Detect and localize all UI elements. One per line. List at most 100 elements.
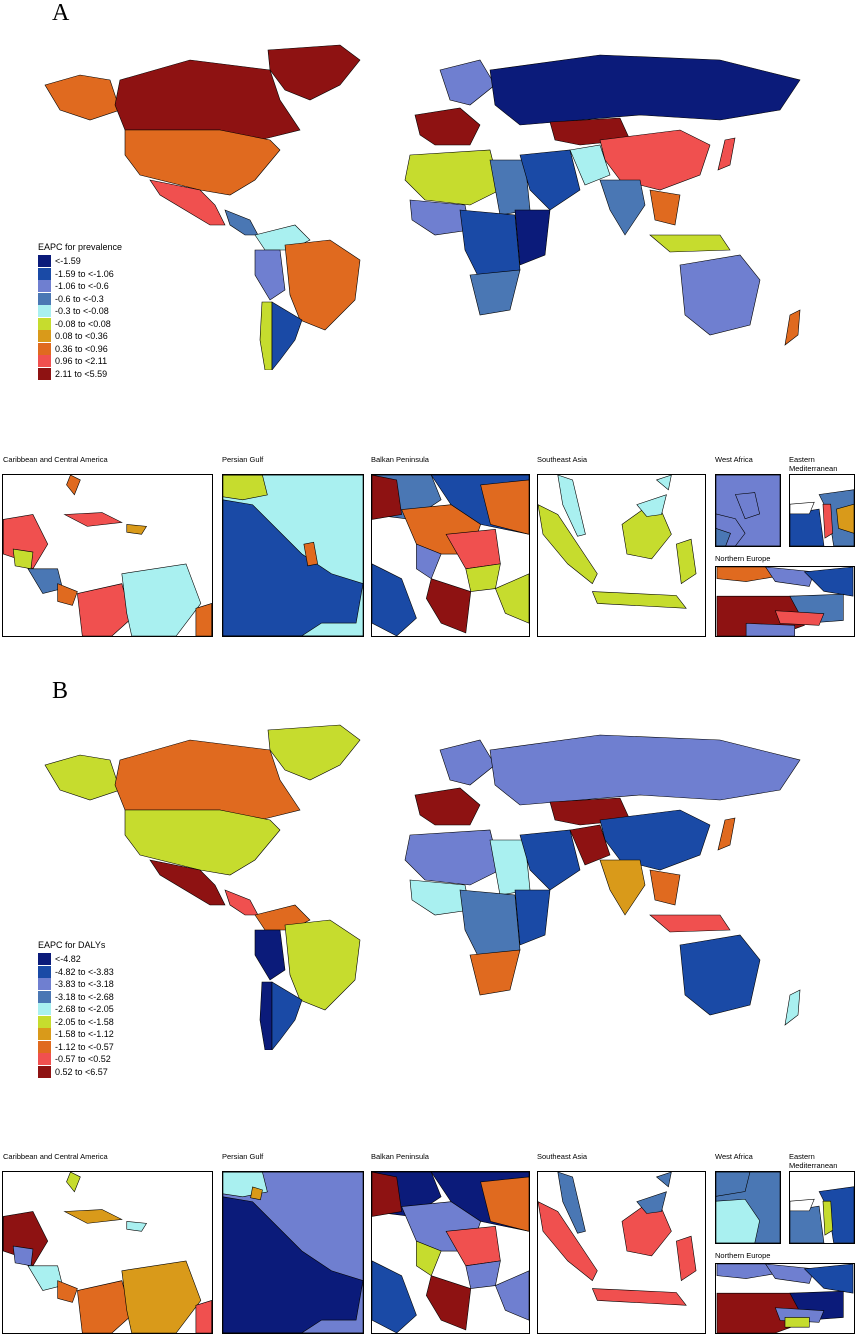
panel-label-b: B xyxy=(52,678,69,704)
legend-item: <-1.59 xyxy=(38,255,122,268)
legend-swatch xyxy=(38,990,51,1003)
region-usa xyxy=(124,129,281,196)
region-indonesia xyxy=(649,234,731,253)
legend-label: -1.59 to <-1.06 xyxy=(55,268,114,279)
legend-label: <-1.59 xyxy=(55,256,81,267)
region-australia xyxy=(679,254,761,336)
region-peru xyxy=(254,249,286,301)
legend-label: -1.12 to <-0.57 xyxy=(55,1041,114,1052)
legend-swatch xyxy=(38,1065,51,1078)
world-map-prevalence xyxy=(44,44,801,370)
legend-label: 0.08 to <0.36 xyxy=(55,331,108,342)
inset-title-eastern-mediterranean: Eastern Mediterranean xyxy=(789,455,838,473)
panel-label-a: A xyxy=(52,0,70,26)
legend-label: -0.08 to <0.08 xyxy=(55,318,111,329)
inset-title-balkan: Balkan Peninsula xyxy=(371,455,429,464)
legend-label: -3.18 to <-2.68 xyxy=(55,991,114,1002)
legend-swatch xyxy=(38,267,51,280)
region-east-africa xyxy=(514,209,551,266)
inset-persian-gulf-map xyxy=(222,1171,364,1334)
region-greenland xyxy=(267,44,361,101)
legend-item: -1.12 to <-0.57 xyxy=(38,1040,114,1054)
legend-item: -0.6 to <-0.3 xyxy=(38,292,122,306)
inset-title-caribbean: Caribbean and Central America xyxy=(3,455,108,464)
legend-swatch xyxy=(38,317,51,330)
region-middle-east xyxy=(519,149,581,211)
inset-title-persian-gulf: Persian Gulf xyxy=(222,1152,264,1161)
region-japan xyxy=(717,137,736,171)
legend-label: 2.11 to <5.59 xyxy=(55,368,108,379)
legend-label: 0.52 to <6.57 xyxy=(55,1066,108,1077)
legend-label: -3.83 to <-3.18 xyxy=(55,979,114,990)
inset-eastern-mediterranean-map xyxy=(789,474,855,547)
legend-swatch xyxy=(38,1040,51,1053)
legend-item: -0.3 to <-0.08 xyxy=(38,305,122,318)
region-argentina xyxy=(271,301,303,370)
region-china xyxy=(599,129,711,191)
inset-title-northern-europe: Northern Europe xyxy=(715,1251,771,1260)
legend-swatch xyxy=(38,1015,51,1028)
world-map-dalys xyxy=(44,724,801,1050)
legend-title: EAPC for prevalence xyxy=(38,242,123,252)
legend-swatch xyxy=(38,1003,51,1016)
legend-item: 0.96 to <2.11 xyxy=(38,355,122,368)
region-russia xyxy=(489,54,801,126)
legend-item: -2.68 to <-2.05 xyxy=(38,1003,114,1016)
region-central-america xyxy=(224,209,259,236)
region-mexico xyxy=(149,179,226,226)
region-iran xyxy=(569,144,611,186)
region-west-africa xyxy=(409,199,471,236)
inset-title-caribbean: Caribbean and Central America xyxy=(3,1152,108,1161)
region-southern-africa xyxy=(469,269,521,316)
legend-swatch xyxy=(38,965,51,978)
region-se-asia xyxy=(649,189,681,226)
legend-item: 0.08 to <0.36 xyxy=(38,330,122,343)
inset-eastern-mediterranean-map xyxy=(789,1171,855,1244)
legend-swatch xyxy=(38,978,51,991)
inset-balkan-map xyxy=(371,474,530,637)
inset-title-west-africa: West Africa xyxy=(715,1152,753,1161)
legend-swatch xyxy=(38,1028,51,1041)
legend-label: -0.57 to <0.52 xyxy=(55,1054,111,1065)
legend-swatch xyxy=(38,367,51,380)
legend-swatch xyxy=(38,342,51,355)
inset-title-eastern-mediterranean: Eastern Mediterranean xyxy=(789,1152,838,1170)
inset-persian-gulf-map xyxy=(222,474,364,637)
legend-swatch xyxy=(38,305,51,318)
inset-northern-europe-map xyxy=(715,1263,855,1334)
region-chile xyxy=(259,301,273,370)
inset-title-west-africa: West Africa xyxy=(715,455,753,464)
legend-swatch xyxy=(38,255,51,268)
legend-item: -1.59 to <-1.06 xyxy=(38,267,122,281)
region-north-africa xyxy=(404,149,501,206)
region-new-zealand xyxy=(784,309,801,346)
inset-title-persian-gulf: Persian Gulf xyxy=(222,455,264,464)
legend-item: <-4.82 xyxy=(38,953,114,966)
inset-title-southeast-asia: Southeast Asia xyxy=(537,1152,588,1161)
inset-southeast-asia-map xyxy=(537,474,706,637)
legend-swatch xyxy=(38,292,51,305)
inset-northern-europe-map xyxy=(715,566,855,637)
legend-item: -3.18 to <-2.68 xyxy=(38,990,114,1004)
inset-title-balkan: Balkan Peninsula xyxy=(371,1152,429,1161)
legend-item: -2.05 to <-1.58 xyxy=(38,1015,114,1029)
legend-items: <-4.82 -4.82 to <-3.83 -3.83 to <-3.18 -3.1… xyxy=(38,953,114,1078)
legend-item: -0.08 to <0.08 xyxy=(38,317,122,331)
legend-item: -3.83 to <-3.18 xyxy=(38,978,114,991)
legend-prevalence: EAPC for prevalence <-1.59 -1.59 to <-1.0… xyxy=(38,242,122,380)
inset-caribbean-map xyxy=(2,474,213,637)
legend-label: -0.3 to <-0.08 xyxy=(55,306,109,317)
inset-title-northern-europe: Northern Europe xyxy=(715,554,771,563)
legend-label: 0.36 to <0.96 xyxy=(55,343,108,354)
legend-swatch xyxy=(38,330,51,343)
legend-dalys: EAPC for DALYs <-4.82 -4.82 to <-3.83 -3.8… xyxy=(38,940,114,1078)
inset-west-africa-map xyxy=(715,1171,781,1244)
legend-label: -1.06 to <-0.6 xyxy=(55,281,109,292)
legend-items: <-1.59 -1.59 to <-1.06 -1.06 to <-0.6 -0.6 … xyxy=(38,255,122,380)
legend-label: -2.05 to <-1.58 xyxy=(55,1016,114,1027)
legend-item: 2.11 to <5.59 xyxy=(38,367,122,381)
legend-item: -1.58 to <-1.12 xyxy=(38,1028,114,1041)
legend-label: -2.68 to <-2.05 xyxy=(55,1004,114,1015)
inset-west-africa-map xyxy=(715,474,781,547)
region-scandinavia xyxy=(439,59,496,106)
